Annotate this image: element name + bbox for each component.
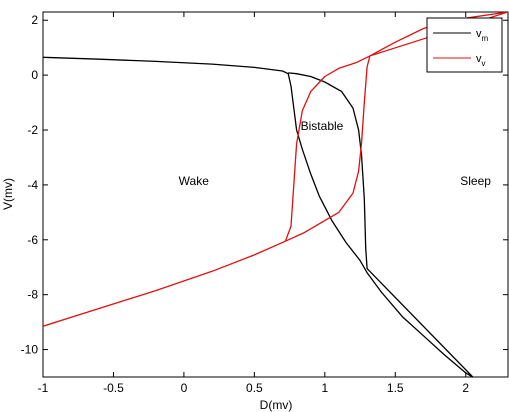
x-tick-label: -1 (38, 381, 49, 395)
x-tick-label: -0.5 (103, 381, 124, 395)
annotation-bistable: Bistable (301, 119, 344, 133)
x-tick-label: 1.5 (387, 381, 404, 395)
y-tick-label: -2 (27, 123, 38, 137)
legend-box (426, 17, 503, 73)
legend-label-vm: vm (476, 28, 489, 43)
legend-label-vv: vv (476, 53, 486, 68)
annotations: Wake Bistable Sleep (179, 119, 492, 188)
curves (43, 12, 508, 377)
x-tick-label: 2 (462, 381, 469, 395)
y-tick-label: 2 (31, 13, 38, 27)
y-tick-label: -10 (21, 343, 39, 357)
legend: vm vv (426, 17, 503, 73)
axis-ticks: -1 -0.5 0 0.5 1 1.5 2 2 0 -2 -4 -6 -8 -10 (21, 12, 508, 395)
annotation-wake: Wake (179, 174, 210, 188)
series-line-vv (43, 12, 508, 327)
x-tick-label: 0.5 (246, 381, 263, 395)
y-axis-label: V(mv) (1, 178, 15, 210)
y-tick-label: -8 (27, 288, 38, 302)
y-tick-label: 0 (31, 68, 38, 82)
x-axis-label: D(mv) (260, 398, 293, 412)
x-tick-label: 1 (321, 381, 328, 395)
x-tick-label: 0 (181, 381, 188, 395)
y-tick-label: -6 (27, 233, 38, 247)
y-tick-label: -4 (27, 178, 38, 192)
series-line-vm (43, 56, 474, 377)
plot-area (42, 11, 509, 378)
annotation-sleep: Sleep (460, 174, 491, 188)
